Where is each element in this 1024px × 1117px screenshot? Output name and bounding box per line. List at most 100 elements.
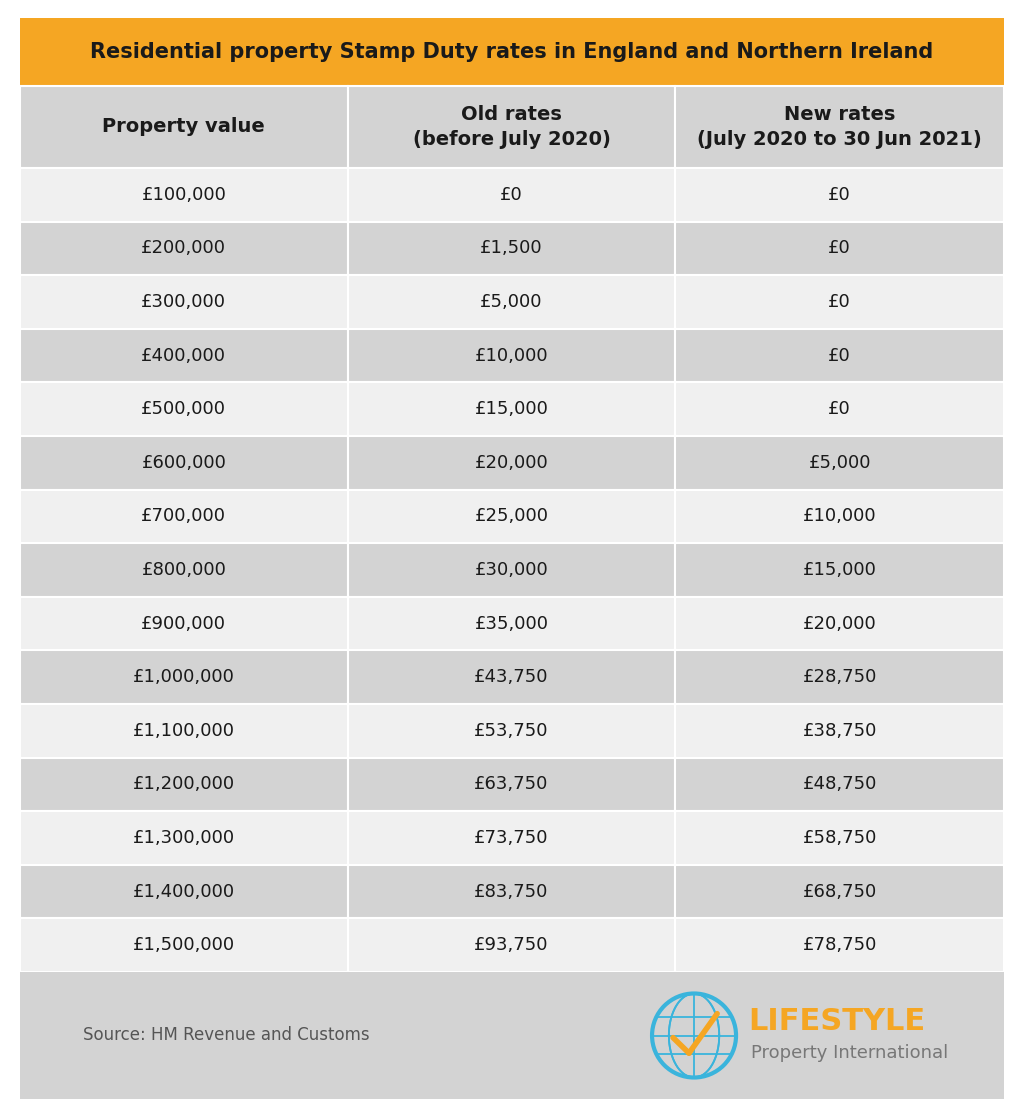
- Bar: [676, 436, 1004, 489]
- Text: £700,000: £700,000: [141, 507, 226, 525]
- Text: £73,750: £73,750: [474, 829, 549, 847]
- Text: £800,000: £800,000: [141, 561, 226, 579]
- Text: £900,000: £900,000: [141, 614, 226, 632]
- Bar: [348, 168, 676, 221]
- Bar: [348, 757, 676, 811]
- Text: £15,000: £15,000: [474, 400, 549, 418]
- Text: £68,750: £68,750: [803, 882, 877, 900]
- Bar: [676, 382, 1004, 436]
- Text: £15,000: £15,000: [803, 561, 877, 579]
- Text: £300,000: £300,000: [141, 293, 226, 311]
- Text: £100,000: £100,000: [141, 185, 226, 203]
- Bar: [676, 86, 1004, 168]
- Bar: [20, 18, 1004, 86]
- Bar: [20, 865, 348, 918]
- Text: £500,000: £500,000: [141, 400, 226, 418]
- Bar: [676, 811, 1004, 865]
- Bar: [20, 168, 348, 221]
- Bar: [676, 865, 1004, 918]
- Bar: [20, 543, 348, 596]
- Bar: [348, 86, 676, 168]
- Text: £43,750: £43,750: [474, 668, 549, 686]
- Bar: [348, 436, 676, 489]
- Bar: [676, 918, 1004, 972]
- Bar: [348, 865, 676, 918]
- Text: Property value: Property value: [102, 117, 265, 136]
- Text: £1,100,000: £1,100,000: [133, 722, 234, 739]
- Text: £48,750: £48,750: [803, 775, 877, 793]
- Text: £0: £0: [828, 400, 851, 418]
- Bar: [20, 918, 348, 972]
- Bar: [348, 811, 676, 865]
- Bar: [676, 221, 1004, 275]
- Text: £93,750: £93,750: [474, 936, 549, 954]
- Text: Property International: Property International: [751, 1044, 948, 1062]
- Text: Old rates
(before July 2020): Old rates (before July 2020): [413, 105, 610, 149]
- Bar: [676, 328, 1004, 382]
- Text: £20,000: £20,000: [803, 614, 877, 632]
- Bar: [20, 489, 348, 543]
- Bar: [676, 543, 1004, 596]
- Text: £1,500,000: £1,500,000: [133, 936, 234, 954]
- Text: £53,750: £53,750: [474, 722, 549, 739]
- Bar: [20, 328, 348, 382]
- Bar: [676, 650, 1004, 704]
- Text: £0: £0: [828, 346, 851, 364]
- Text: New rates
(July 2020 to 30 Jun 2021): New rates (July 2020 to 30 Jun 2021): [697, 105, 982, 149]
- Text: £35,000: £35,000: [474, 614, 549, 632]
- Text: £63,750: £63,750: [474, 775, 549, 793]
- Bar: [348, 275, 676, 328]
- Text: £83,750: £83,750: [474, 882, 549, 900]
- Bar: [348, 704, 676, 757]
- Bar: [20, 221, 348, 275]
- Bar: [676, 704, 1004, 757]
- Bar: [20, 704, 348, 757]
- Text: £1,400,000: £1,400,000: [133, 882, 234, 900]
- Text: £1,200,000: £1,200,000: [133, 775, 234, 793]
- Bar: [348, 382, 676, 436]
- Bar: [676, 275, 1004, 328]
- Text: £10,000: £10,000: [803, 507, 877, 525]
- Bar: [348, 918, 676, 972]
- Text: £600,000: £600,000: [141, 454, 226, 471]
- Text: £1,000,000: £1,000,000: [133, 668, 234, 686]
- Text: £1,500: £1,500: [480, 239, 543, 257]
- Bar: [20, 86, 348, 168]
- Text: £20,000: £20,000: [475, 454, 549, 471]
- Bar: [20, 811, 348, 865]
- Text: £28,750: £28,750: [803, 668, 877, 686]
- Text: £10,000: £10,000: [475, 346, 548, 364]
- Bar: [676, 168, 1004, 221]
- Bar: [20, 436, 348, 489]
- Bar: [20, 650, 348, 704]
- Bar: [676, 757, 1004, 811]
- Bar: [348, 221, 676, 275]
- Bar: [348, 650, 676, 704]
- Bar: [20, 275, 348, 328]
- Text: £400,000: £400,000: [141, 346, 226, 364]
- Bar: [676, 489, 1004, 543]
- Text: £0: £0: [828, 239, 851, 257]
- Text: £25,000: £25,000: [474, 507, 549, 525]
- Text: £30,000: £30,000: [475, 561, 549, 579]
- Text: £5,000: £5,000: [480, 293, 543, 311]
- Text: £38,750: £38,750: [803, 722, 877, 739]
- Text: £78,750: £78,750: [803, 936, 877, 954]
- Text: Residential property Stamp Duty rates in England and Northern Ireland: Residential property Stamp Duty rates in…: [90, 42, 934, 63]
- Text: £0: £0: [828, 293, 851, 311]
- Bar: [20, 972, 1004, 1099]
- Text: £0: £0: [828, 185, 851, 203]
- Bar: [20, 382, 348, 436]
- Text: £5,000: £5,000: [808, 454, 871, 471]
- Bar: [348, 328, 676, 382]
- Bar: [20, 596, 348, 650]
- Bar: [676, 596, 1004, 650]
- Text: £0: £0: [500, 185, 523, 203]
- Text: £200,000: £200,000: [141, 239, 226, 257]
- Bar: [348, 489, 676, 543]
- Bar: [348, 543, 676, 596]
- Bar: [20, 757, 348, 811]
- Bar: [348, 596, 676, 650]
- Text: Source: HM Revenue and Customs: Source: HM Revenue and Customs: [83, 1027, 370, 1044]
- Text: LIFESTYLE: LIFESTYLE: [749, 1008, 925, 1035]
